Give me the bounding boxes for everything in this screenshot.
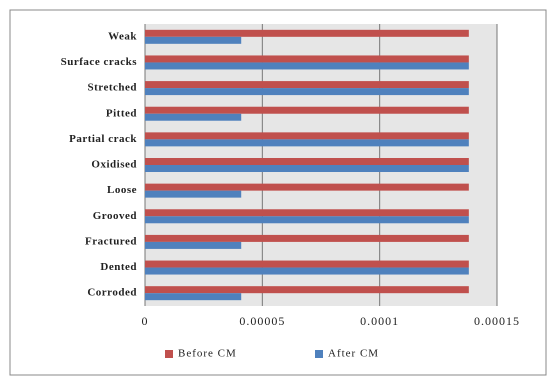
bar: [145, 81, 469, 89]
x-tick-label: 0: [142, 314, 149, 328]
bar: [145, 139, 469, 147]
y-tick-label: Oxidised: [91, 159, 137, 171]
y-tick-label: Loose: [107, 184, 137, 196]
legend-label: Before CM: [178, 348, 237, 360]
y-tick-label: Pitted: [106, 107, 137, 119]
bar: [145, 165, 469, 172]
bar: [145, 216, 469, 224]
bar: [145, 190, 242, 198]
y-tick-label: Corroded: [87, 287, 137, 299]
bar: [145, 183, 469, 191]
bar: [145, 260, 469, 268]
y-tick-label: Dented: [100, 261, 137, 273]
bar: [145, 132, 469, 140]
bar: [145, 209, 469, 217]
y-tick-label: Stretched: [87, 82, 137, 94]
bar: [145, 62, 469, 70]
bar: [145, 88, 469, 96]
legend-swatch: [165, 350, 173, 358]
y-tick-label: Weak: [108, 30, 137, 42]
bar: [145, 29, 469, 37]
x-tick-label: 0.0001: [360, 314, 399, 328]
bar: [145, 241, 242, 249]
y-tick-label: Fractured: [85, 235, 137, 247]
y-tick-label: Surface cracks: [61, 56, 138, 68]
bar: [145, 113, 242, 121]
y-tick-label: Grooved: [93, 210, 137, 222]
legend-label: After CM: [328, 348, 379, 360]
bar: [145, 36, 242, 44]
x-tick-label: 0.00005: [239, 314, 285, 328]
bar: [145, 55, 469, 63]
y-tick-label: Partial crack: [69, 133, 137, 145]
bar: [145, 158, 469, 165]
bar: [145, 286, 469, 294]
bar: [145, 106, 469, 114]
bar: [145, 293, 242, 301]
x-tick-label: 0.00015: [474, 314, 520, 328]
legend-swatch: [315, 350, 323, 358]
bar: [145, 234, 469, 242]
bar: [145, 267, 469, 275]
